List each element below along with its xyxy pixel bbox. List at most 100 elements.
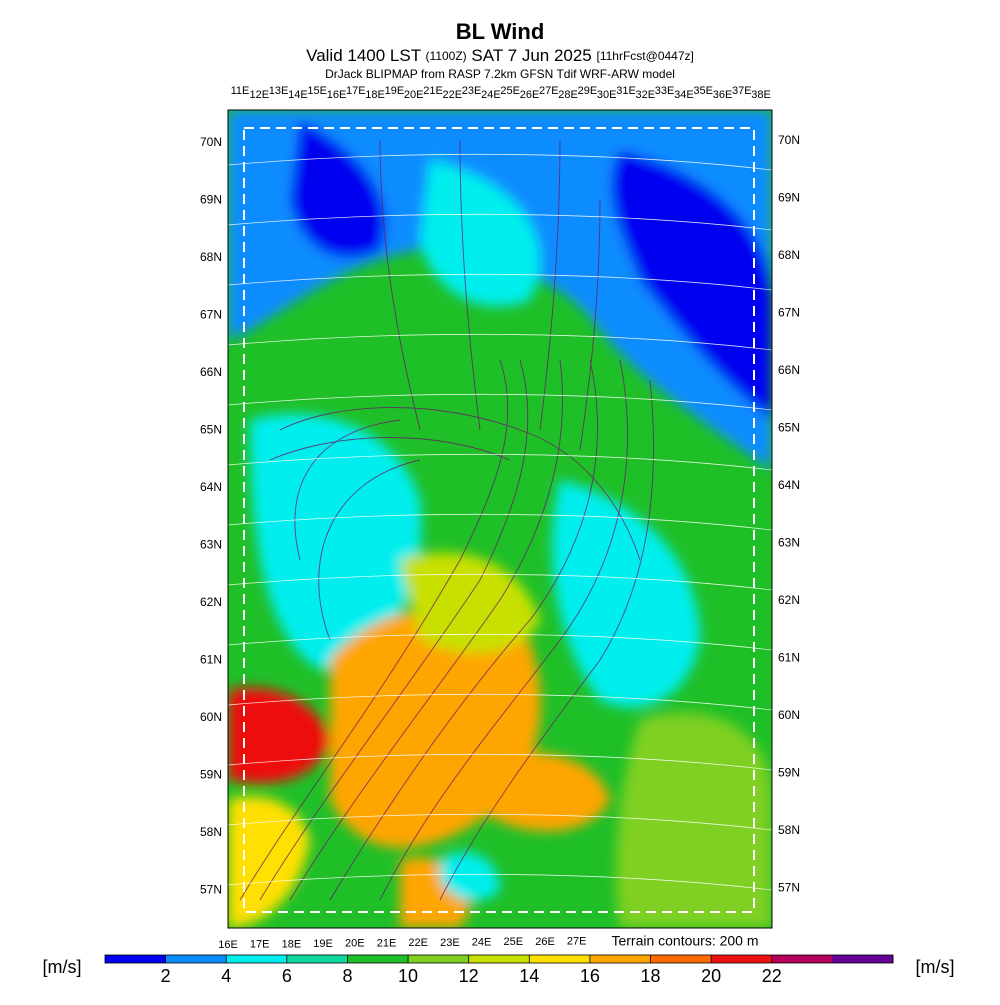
valid-time: Valid 1400 LST xyxy=(306,46,421,65)
colorbar: 2 4 6 8 10 12 14 16 18 20 22 xyxy=(104,954,894,986)
lat-label-right: 63N xyxy=(778,536,800,550)
colorbar-tick-label: 16 xyxy=(580,966,600,986)
colorbar-tick-label: 18 xyxy=(641,966,661,986)
lat-label-left: 58N xyxy=(200,825,222,839)
lat-label-left: 61N xyxy=(200,653,222,667)
lat-label-right: 67N xyxy=(778,306,800,320)
lon-label-bottom: 16E xyxy=(218,939,238,951)
lon-label-top: 23E xyxy=(462,85,482,97)
lon-label-top: 17E xyxy=(346,85,366,97)
lat-label-left: 66N xyxy=(200,365,222,379)
colorbar-swatch xyxy=(165,955,227,963)
lon-label-top: 33E xyxy=(655,85,675,97)
colorbar-swatch xyxy=(832,955,894,963)
colorbar-swatch xyxy=(529,955,591,963)
lon-label-bottom: 27E xyxy=(567,936,587,948)
lat-label-left: 65N xyxy=(200,423,222,437)
forecast-info: [11hrFcst@0447z] xyxy=(597,49,694,63)
colorbar-swatch xyxy=(468,955,530,963)
colorbar-swatch xyxy=(286,955,348,963)
lon-label-top: 11E xyxy=(231,85,250,97)
lon-label-top: 12E xyxy=(250,89,270,101)
lon-label-top: 14E xyxy=(288,89,308,101)
unit-left: [m/s] xyxy=(43,957,82,977)
lon-label-top: 27E xyxy=(539,85,559,97)
lon-label-top: 19E xyxy=(385,85,405,97)
lat-label-right: 62N xyxy=(778,593,800,607)
colorbar-tick-label: 20 xyxy=(701,966,721,986)
colorbar-tick-label: 4 xyxy=(221,966,231,986)
lon-label-top: 26E xyxy=(520,89,540,101)
lat-label-left: 68N xyxy=(200,250,222,264)
lon-label-bottom: 23E xyxy=(440,937,460,949)
lon-label-top: 20E xyxy=(404,89,424,101)
lon-label-top: 21E xyxy=(423,85,443,97)
lon-label-bottom: 20E xyxy=(345,938,365,950)
colorbar-tick-label: 12 xyxy=(459,966,479,986)
lon-label-bottom: 25E xyxy=(504,936,524,948)
lon-label-top: 31E xyxy=(616,85,636,97)
lat-label-right: 64N xyxy=(778,478,800,492)
lon-label-bottom: 22E xyxy=(408,937,428,949)
lat-label-left: 57N xyxy=(200,883,222,897)
lat-label-left: 63N xyxy=(200,538,222,552)
lat-label-left: 70N xyxy=(200,135,222,149)
valid-utc: (1100Z) xyxy=(426,49,467,63)
colorbar-swatch xyxy=(226,955,288,963)
lon-label-bottom: 17E xyxy=(250,939,270,951)
colorbar-swatch xyxy=(105,955,167,963)
lat-label-right: 61N xyxy=(778,651,800,665)
colorbar-tick-label: 8 xyxy=(342,966,352,986)
unit-right: [m/s] xyxy=(916,957,955,977)
colorbar-tick-label: 10 xyxy=(398,966,418,986)
lat-label-right: 58N xyxy=(778,823,800,837)
lat-label-right: 69N xyxy=(778,191,800,205)
lat-label-right: 70N xyxy=(778,133,800,147)
colorbar-swatch xyxy=(347,955,409,963)
colorbar-swatch xyxy=(408,955,470,963)
lon-label-top: 13E xyxy=(269,85,289,97)
lon-label-bottom: 21E xyxy=(377,937,397,949)
lat-label-left: 59N xyxy=(200,768,222,782)
lat-label-left: 69N xyxy=(200,193,222,207)
lat-label-left: 64N xyxy=(200,480,222,494)
terrain-note: Terrain contours: 200 m xyxy=(611,933,758,949)
lat-label-right: 57N xyxy=(778,881,800,895)
lon-label-bottom: 19E xyxy=(313,938,333,950)
lat-label-left: 67N xyxy=(200,308,222,322)
colorbar-tick-label: 2 xyxy=(161,966,171,986)
valid-line: Valid 1400 LST (1100Z) SAT 7 Jun 2025 [1… xyxy=(306,46,694,65)
wind-field xyxy=(228,110,772,928)
lon-label-top: 30E xyxy=(597,89,617,101)
lat-label-left: 62N xyxy=(200,595,222,609)
colorbar-frame xyxy=(104,954,894,964)
lon-label-top: 16E xyxy=(327,89,347,101)
map-frame xyxy=(227,109,773,929)
map-labels: 70N 70N 69N 69N 68N 68N 67N 67N 66N 66N 65N 65N 64N 6… xyxy=(200,85,800,951)
lon-label-top: 32E xyxy=(636,89,656,101)
lon-label-top: 28E xyxy=(558,89,578,101)
colorbar-tick-label: 6 xyxy=(282,966,292,986)
lat-label-right: 66N xyxy=(778,363,800,377)
lat-label-right: 65N xyxy=(778,421,800,435)
lat-label-left: 60N xyxy=(200,710,222,724)
title: BL Wind xyxy=(456,19,545,44)
lon-label-top: 36E xyxy=(713,89,733,101)
colorbar-tick-label: 14 xyxy=(519,966,539,986)
lon-label-top: 37E xyxy=(732,85,752,97)
colorbar-swatch xyxy=(771,955,833,963)
lon-label-top: 25E xyxy=(500,85,520,97)
lat-label-right: 59N xyxy=(778,766,800,780)
colorbar-tick-label: 22 xyxy=(762,966,782,986)
lon-label-top: 35E xyxy=(693,85,713,97)
lon-label-top: 29E xyxy=(578,85,598,97)
lon-label-top: 15E xyxy=(307,85,327,97)
lon-label-top: 18E xyxy=(365,89,385,101)
lon-label-top: 38E xyxy=(751,89,771,101)
valid-date: SAT 7 Jun 2025 xyxy=(471,46,591,65)
lon-label-bottom: 24E xyxy=(472,937,492,949)
lon-label-top: 24E xyxy=(481,89,501,101)
lon-label-bottom: 18E xyxy=(282,938,302,950)
colorbar-swatch xyxy=(650,955,712,963)
